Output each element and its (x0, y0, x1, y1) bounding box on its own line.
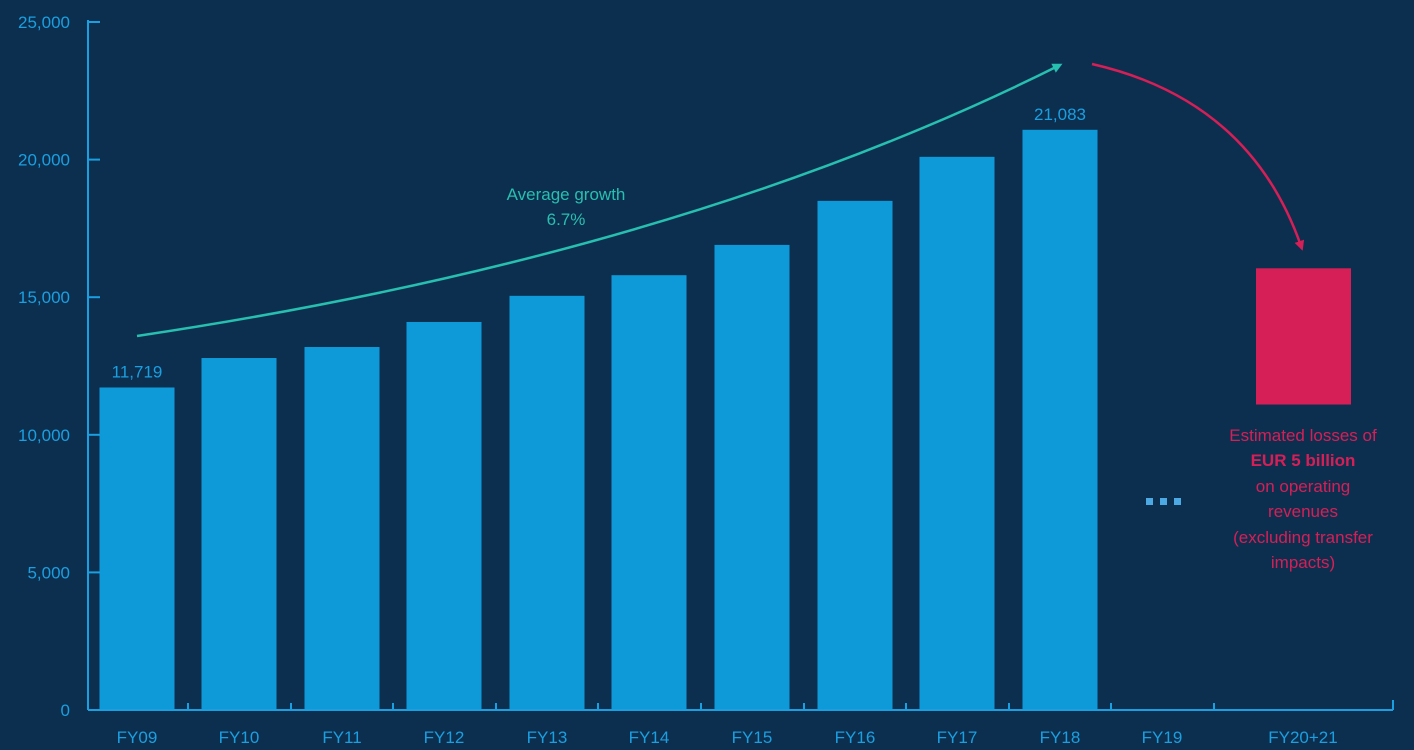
bars-layer (99, 129, 1351, 711)
x-tick-label-fy19: FY19 (1142, 728, 1183, 745)
y-tick-label-10000: 10,000 (18, 426, 70, 445)
x-tick-label-fy20+21: FY20+21 (1268, 728, 1337, 745)
loss-annotation: Estimated losses of EUR 5 billion on ope… (1229, 426, 1377, 572)
y-tick-label-15000: 15,000 (18, 288, 70, 307)
loss-label-line2: EUR 5 billion (1251, 451, 1356, 470)
loss-label-line1: Estimated losses of (1229, 426, 1377, 445)
labels-layer: 11,719 21,083 0 5,000 10,000 15,000 20,000 25,0… (18, 13, 1338, 747)
bar-fy18 (1022, 129, 1098, 710)
y-tick-label-0: 0 (61, 701, 70, 720)
loss-estimate-block (1256, 268, 1351, 405)
placeholder-dot-2 (1160, 498, 1167, 505)
x-tick-label-fy14: FY14 (629, 728, 670, 745)
growth-label-line2: 6.7% (547, 210, 586, 229)
y-tick-label-20000: 20,000 (18, 151, 70, 170)
bar-fy16 (817, 200, 893, 710)
bar-fy15 (714, 244, 790, 711)
x-tick-label-fy17: FY17 (937, 728, 978, 745)
placeholder-dot-1 (1146, 498, 1153, 505)
bar-fy11 (304, 347, 380, 710)
bar-fy13 (509, 295, 585, 710)
placeholder-dot-3 (1174, 498, 1181, 505)
data-label-fy18: 21,083 (1034, 105, 1086, 124)
loss-label-line3: on operating (1256, 477, 1351, 496)
bar-fy09 (99, 387, 175, 710)
y-tick-label-25000: 25,000 (18, 13, 70, 32)
growth-label-line1: Average growth (507, 185, 626, 204)
x-tick-label-fy09: FY09 (117, 728, 158, 745)
loss-label-line6: impacts) (1271, 553, 1335, 572)
x-tick-label-fy11: FY11 (322, 728, 361, 745)
x-tick-label-fy12: FY12 (424, 728, 465, 745)
x-tick-label-fy13: FY13 (527, 728, 568, 745)
data-label-fy09: 11,719 (112, 362, 163, 381)
y-tick-label-5000: 5,000 (27, 563, 70, 582)
loss-arrow (1091, 62, 1305, 251)
x-tick-label-fy18: FY18 (1040, 728, 1081, 745)
loss-label-line5: (excluding transfer (1233, 528, 1373, 547)
x-tick-label-fy16: FY16 (835, 728, 876, 745)
bar-fy12 (406, 321, 482, 710)
axes-layer (87, 20, 1394, 711)
x-tick-label-fy15: FY15 (732, 728, 773, 745)
growth-arrow (136, 63, 1063, 338)
bar-fy17 (919, 156, 995, 710)
x-tick-label-fy10: FY10 (219, 728, 260, 745)
loss-label-line4: revenues (1268, 502, 1338, 521)
bar-fy14 (611, 275, 687, 710)
bar-fy10 (201, 358, 277, 710)
